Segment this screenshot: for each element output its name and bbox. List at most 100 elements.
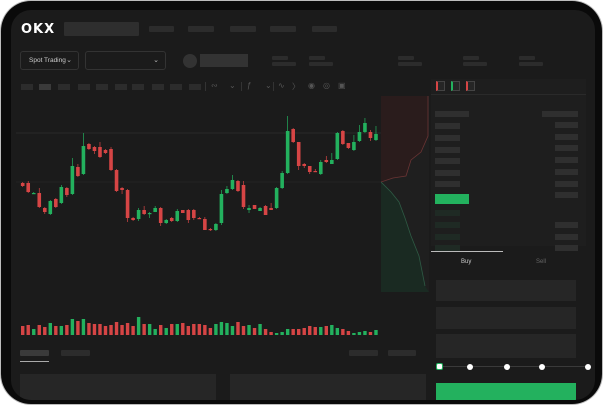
volume-bar <box>54 326 58 335</box>
volume-bar <box>346 331 351 335</box>
candle-up <box>285 131 290 173</box>
ask-row[interactable] <box>435 123 460 129</box>
timeframe-button[interactable] <box>189 84 201 90</box>
candle-down <box>197 218 202 220</box>
ask-row-amount <box>555 157 578 163</box>
candle-type-icon[interactable]: ∾ <box>211 81 218 90</box>
timeframe-button[interactable] <box>58 84 70 90</box>
ask-row[interactable] <box>435 158 460 164</box>
volume-bar <box>368 332 373 335</box>
chevron-down-icon: ⌄ <box>66 57 72 64</box>
volume-bar <box>258 324 262 335</box>
candlestick-chart[interactable] <box>11 94 431 344</box>
ask-row[interactable] <box>435 181 460 187</box>
fullscreen-icon[interactable]: ▣ <box>338 81 346 90</box>
ask-row-amount <box>555 134 578 140</box>
price-input[interactable] <box>436 280 576 301</box>
amount-slider[interactable] <box>439 366 589 367</box>
nav-item[interactable] <box>149 26 174 32</box>
candle-down <box>120 188 124 190</box>
candle-down <box>125 190 130 218</box>
candle-down <box>169 218 174 221</box>
bid-row[interactable] <box>435 234 460 240</box>
candle-up <box>164 220 169 223</box>
candle-down <box>26 183 31 192</box>
tab-sell[interactable]: Sell <box>536 259 547 265</box>
slider-step-75[interactable] <box>539 364 545 370</box>
buy-submit-button[interactable] <box>436 383 576 400</box>
volume-bar <box>335 328 340 335</box>
candle-down <box>341 131 345 144</box>
amount-input[interactable] <box>436 307 576 329</box>
timeframe-button[interactable] <box>78 84 90 90</box>
candle-down <box>296 142 301 166</box>
volume-bar <box>26 325 30 335</box>
chevron-down-icon[interactable]: ⌄ <box>265 81 272 90</box>
nav-item[interactable] <box>270 26 296 32</box>
line-tool-icon[interactable]: ∿ <box>278 81 285 90</box>
pair-selector[interactable]: ⌄ <box>85 51 166 70</box>
volume-bar <box>109 325 113 335</box>
total-input[interactable] <box>436 334 576 358</box>
ask-row[interactable] <box>435 170 460 176</box>
nav-item[interactable] <box>312 26 337 32</box>
volume-bar <box>76 321 80 335</box>
filter-button[interactable] <box>388 350 416 356</box>
filter-button[interactable] <box>349 350 378 356</box>
slider-step-25[interactable] <box>467 364 473 370</box>
app-screen: OKX Spot Trading ⌄ ⌄ ∾ ⌄ ƒ ⌄ ∿ 〉 ◉ ◎ ▣ <box>11 10 595 400</box>
camera-icon[interactable]: ◉ <box>308 81 315 90</box>
candle-up <box>363 123 367 132</box>
candle-down <box>269 208 273 210</box>
volume-bar <box>147 324 152 335</box>
indicator-icon[interactable]: ƒ <box>247 81 252 90</box>
timeframe-button[interactable] <box>132 84 144 90</box>
nav-item[interactable] <box>188 26 214 32</box>
slider-step-50[interactable] <box>504 364 510 370</box>
candle-down <box>20 183 25 186</box>
stat-value <box>272 62 296 66</box>
divider <box>205 82 206 91</box>
settings-icon[interactable]: ◎ <box>323 81 330 90</box>
candle-down <box>241 185 246 207</box>
candle-up <box>175 211 180 221</box>
candle-down <box>192 210 196 218</box>
bid-row[interactable] <box>435 245 460 251</box>
volume-bar <box>164 328 168 335</box>
bid-row-amount <box>555 245 578 251</box>
timeframe-button[interactable] <box>96 84 108 90</box>
tab-open-orders[interactable] <box>20 350 49 356</box>
market-selector[interactable]: Spot Trading ⌄ <box>20 51 79 70</box>
tab-order-history[interactable] <box>61 350 90 356</box>
tab-buy[interactable]: Buy <box>461 259 472 265</box>
okx-logo[interactable]: OKX <box>21 22 56 37</box>
timeframe-button[interactable] <box>152 84 164 90</box>
volume-bar <box>330 325 334 335</box>
slider-step-100[interactable] <box>585 364 591 370</box>
ask-row[interactable] <box>435 147 460 153</box>
timeframe-button[interactable] <box>115 84 127 90</box>
volume-bar <box>192 324 196 335</box>
volume-bar <box>65 325 69 335</box>
slider-handle[interactable] <box>436 363 443 370</box>
candle-up <box>153 208 157 212</box>
volume-bar <box>48 323 52 335</box>
bid-row[interactable] <box>435 210 460 216</box>
chevron-down-icon[interactable]: ⌄ <box>229 81 236 90</box>
timeframe-button[interactable] <box>21 84 33 90</box>
buy-tab-indicator <box>431 251 503 252</box>
ask-row[interactable] <box>435 135 460 141</box>
search-input[interactable] <box>64 22 139 36</box>
timeframe-button-active[interactable] <box>39 84 51 90</box>
ruler-icon[interactable]: 〉 <box>292 82 300 91</box>
bid-row[interactable] <box>435 222 460 228</box>
order-book-asks-icon[interactable] <box>466 81 475 91</box>
order-book-bids-icon[interactable] <box>451 81 460 91</box>
bid-row-amount <box>555 234 578 240</box>
order-book-both-icon[interactable] <box>436 81 445 91</box>
volume-bar <box>291 329 295 335</box>
candle-up <box>48 201 53 214</box>
timeframe-button[interactable] <box>170 84 182 90</box>
nav-item[interactable] <box>230 26 256 32</box>
candle-up <box>357 132 362 141</box>
